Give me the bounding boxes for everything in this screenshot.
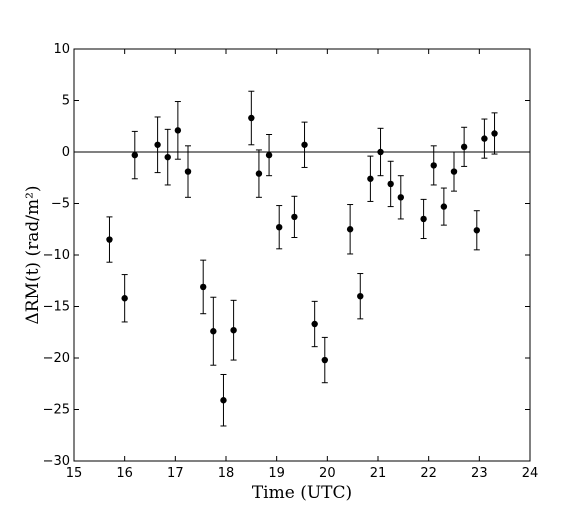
y-tick-label: 10 — [53, 42, 70, 57]
data-point — [311, 320, 318, 328]
x-tick-label: 19 — [268, 466, 285, 481]
data-point — [164, 153, 171, 161]
y-tick-label: −25 — [43, 403, 70, 418]
y-tick-label: −20 — [43, 351, 70, 366]
data-point — [387, 180, 394, 188]
data-point — [121, 295, 128, 302]
x-tick-label: 18 — [218, 466, 235, 481]
data-point — [210, 328, 217, 335]
plot-area: 15 16 17 18 19 20 21 22 23 24 −30 −25 −20 −15 −10 −5 0 5 1… — [43, 42, 539, 481]
data-point — [248, 114, 255, 122]
x-tick-label: 23 — [471, 466, 488, 481]
x-tick-label: 21 — [370, 466, 387, 481]
data-point — [184, 168, 192, 175]
data-point — [397, 194, 404, 201]
data-point — [473, 227, 480, 234]
x-tick-label: 24 — [522, 466, 539, 481]
data-point — [440, 203, 448, 210]
data-point — [291, 213, 298, 221]
data-point — [255, 170, 263, 177]
data-point — [265, 151, 273, 159]
data-point — [174, 127, 182, 134]
x-tick-label: 16 — [116, 466, 133, 481]
data-point — [220, 397, 227, 404]
data-point — [276, 223, 283, 231]
data-point — [106, 236, 113, 243]
x-axis-label: Time (UTC) — [252, 483, 352, 503]
data-point — [346, 226, 354, 233]
data-point — [357, 293, 364, 300]
y-tick-label: 5 — [62, 94, 70, 109]
data-point — [450, 168, 458, 175]
x-tick-label: 15 — [66, 466, 83, 481]
y-tick-label: −15 — [43, 300, 70, 315]
y-tick-label: 0 — [62, 145, 70, 160]
y-tick-label: −30 — [43, 454, 70, 469]
y-tick-label: −5 — [51, 197, 70, 212]
data-point — [131, 151, 138, 159]
data-point — [491, 130, 498, 137]
data-point — [460, 143, 468, 151]
data-point — [481, 135, 488, 142]
data-point — [200, 283, 207, 291]
data-point — [430, 162, 437, 169]
data-point — [154, 141, 161, 148]
data-point — [230, 326, 237, 334]
data-point — [420, 215, 427, 223]
data-point — [367, 175, 374, 182]
x-tick-label: 17 — [167, 466, 184, 481]
x-tick-label: 20 — [319, 466, 336, 481]
data-point — [321, 356, 328, 364]
plot-frame — [73, 48, 531, 462]
y-tick-label: −10 — [43, 248, 70, 263]
data-point — [377, 148, 384, 156]
y-axis-label: ΔRM(t) (rad/m²) — [23, 185, 43, 324]
x-tick-label: 22 — [420, 466, 437, 481]
data-point — [301, 141, 308, 148]
